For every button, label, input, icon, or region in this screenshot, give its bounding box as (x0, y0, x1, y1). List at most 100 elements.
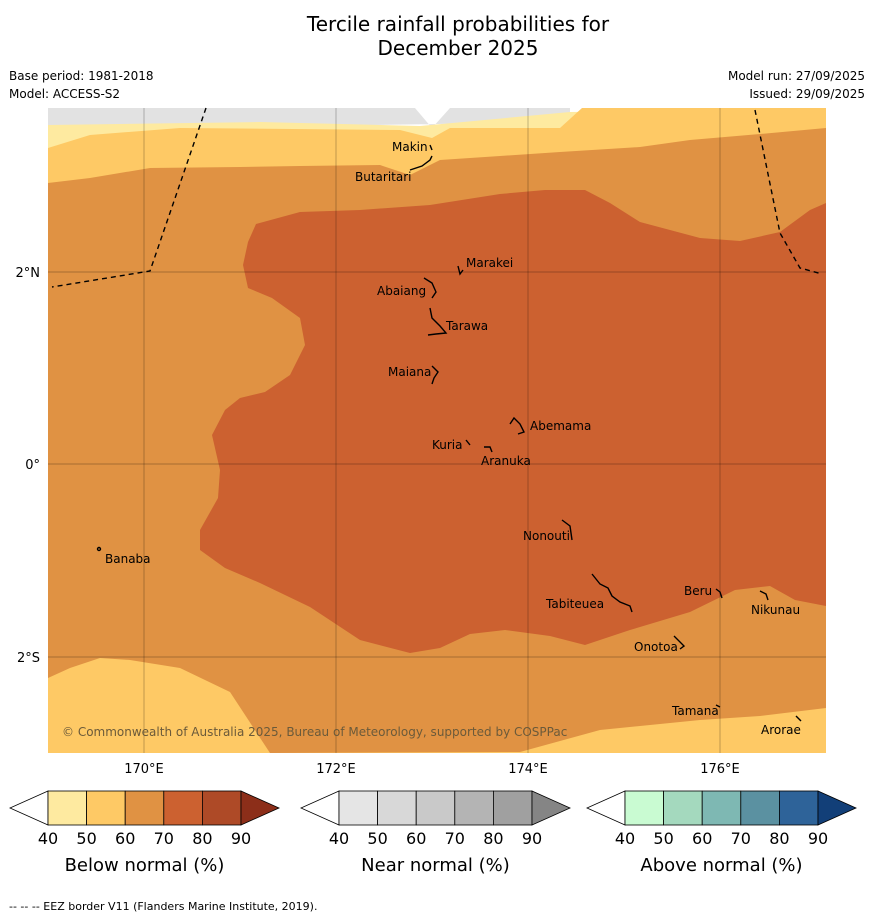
colorbar-tick-label: 40 (615, 829, 635, 848)
lat-label-2s: 2°S (17, 651, 40, 666)
label-butaritari: Butaritari (355, 170, 412, 184)
label-tamana: Tamana (671, 704, 719, 718)
colorbar-tick-label: 80 (483, 829, 503, 848)
colorbar-tick-label: 40 (329, 829, 349, 848)
colorbar-title: Near normal (%) (361, 855, 510, 876)
colorbar-tick-label: 70 (445, 829, 465, 848)
islands (96, 144, 802, 722)
island-maiana (431, 365, 439, 385)
meta-right: Model run: 27/09/2025 Issued: 29/09/2025 (728, 67, 865, 103)
island-beru (715, 588, 723, 599)
lon-label-170e: 170°E (124, 762, 164, 777)
label-tabiteuea: Tabiteuea (545, 597, 604, 611)
lon-label-174e: 174°E (508, 762, 548, 777)
island-marakei (457, 265, 464, 276)
lon-label-172e: 172°E (316, 762, 356, 777)
colorbar-extend-high (817, 790, 857, 826)
colorbar-tick-label: 90 (808, 829, 828, 848)
colorbar-tick-label: 50 (653, 829, 673, 848)
eez-border-west (51, 107, 207, 288)
title-line-1: Tercile rainfall probabilities for (306, 12, 610, 36)
colorbar-segment (701, 790, 742, 826)
map-title: Tercile rainfall probabilities for Decem… (0, 12, 873, 60)
eez-borders (51, 107, 823, 288)
colorbar-tick-label: 60 (115, 829, 135, 848)
colorbar-extend-low (9, 790, 49, 826)
label-abemama: Abemama (530, 419, 591, 433)
colorbar-segment (779, 790, 819, 826)
colorbar-tick-label: 60 (692, 829, 712, 848)
meta-left: Base period: 1981-2018 Model: ACCESS-S2 (9, 67, 154, 103)
island-nonouti (561, 519, 573, 541)
colorbar-tick-label: 70 (731, 829, 751, 848)
colorbar-title: Below normal (%) (65, 855, 225, 876)
issued-date: Issued: 29/09/2025 (749, 87, 865, 101)
label-marakei: Marakei (466, 256, 513, 270)
island-butaritari (409, 155, 433, 171)
base-period: Base period: 1981-2018 (9, 69, 154, 83)
colorbar-near-normal: 40 50 60 70 80 90 Near normal (%) (300, 790, 571, 876)
island-tabiteuea (591, 573, 633, 613)
lon-axis-labels: 170°E 172°E 174°E 176°E (124, 762, 740, 777)
colorbar-segment (492, 790, 533, 826)
colorbar-extend-low (586, 790, 626, 826)
label-maiana: Maiana (388, 365, 431, 379)
colorbar-tick-label: 70 (154, 829, 174, 848)
copyright-notice: © Commonwealth of Australia 2025, Bureau… (62, 725, 567, 739)
island-banaba (96, 546, 102, 552)
colorbar-extend-low (300, 790, 340, 826)
model-run: Model run: 27/09/2025 (727, 69, 865, 83)
colorbar-tick-label: 50 (367, 829, 387, 848)
lat-axis-labels: 2°N 0° 2°S (16, 266, 41, 666)
island-kuria (465, 439, 471, 446)
island-onotoa (673, 635, 686, 650)
graticule (48, 108, 826, 753)
colorbar-tick-label: 80 (769, 829, 789, 848)
label-nikunau: Nikunau (751, 603, 800, 617)
colorbar-segment (454, 790, 494, 826)
island-aranuka (484, 446, 493, 453)
label-abaiang: Abaiang (377, 284, 426, 298)
model-name: Model: ACCESS-S2 (9, 87, 121, 101)
lat-label-0: 0° (25, 458, 40, 473)
colorbar-segment (201, 790, 242, 826)
colorbar-segment (377, 790, 417, 826)
island-tarawa (427, 307, 448, 336)
colorbar-extend-high (531, 790, 571, 826)
title-line-2: December 2025 (377, 36, 539, 60)
colorbar-title: Above normal (%) (640, 855, 802, 876)
label-onotoa: Onotoa (634, 640, 678, 654)
lat-label-2n: 2°N (16, 266, 41, 281)
colorbar-segment (740, 790, 780, 826)
colorbar-tick-label: 90 (522, 829, 542, 848)
lon-label-176e: 176°E (700, 762, 740, 777)
label-aranuka: Aranuka (481, 454, 531, 468)
colorbar-segment (663, 790, 703, 826)
colorbar-tick-label: 90 (231, 829, 251, 848)
label-makin: Makin (392, 140, 428, 154)
colorbar-segment (163, 790, 203, 826)
colorbar-tick-label: 80 (192, 829, 212, 848)
probability-field (48, 108, 826, 753)
label-nonouti: Nonouti (523, 529, 570, 543)
island-makin (429, 144, 433, 151)
eez-source-note: -- -- -- EEZ border V11 (Flanders Marine… (9, 900, 318, 913)
island-nikunau (759, 590, 769, 601)
colorbar-below-normal: 40 50 60 70 80 90 Below normal (%) (9, 790, 280, 876)
colorbar-extend-high (240, 790, 280, 826)
place-labels: Makin Butaritari Marakei Abaiang Tarawa … (105, 140, 801, 737)
label-tarawa: Tarawa (445, 319, 488, 333)
colorbar-tick-label: 60 (406, 829, 426, 848)
colorbar-tick-label: 50 (76, 829, 96, 848)
label-arorae: Arorae (761, 723, 801, 737)
island-arorae (795, 715, 802, 722)
label-beru: Beru (684, 584, 712, 598)
island-tamana (715, 704, 721, 708)
colorbar-segment (415, 790, 456, 826)
eez-border-east (754, 109, 823, 275)
island-abaiang (423, 277, 437, 299)
colorbar-segment (624, 790, 664, 826)
colorbar-segment (86, 790, 126, 826)
colorbar-segment (124, 790, 165, 826)
